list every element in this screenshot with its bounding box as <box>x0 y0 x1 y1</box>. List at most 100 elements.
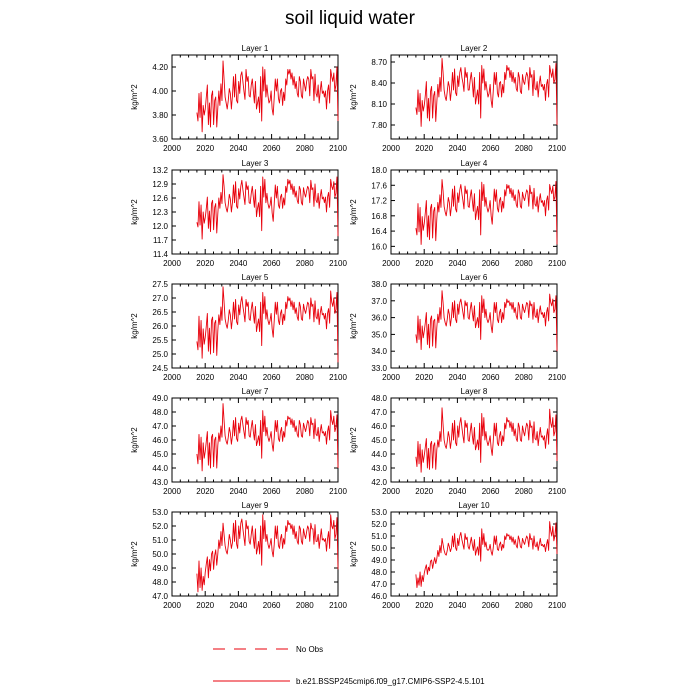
x-tick-label: 2100 <box>548 601 566 610</box>
y-tick-label: 47.0 <box>152 592 168 601</box>
y-tick-label: 51.0 <box>152 536 168 545</box>
y-tick-label: 3.60 <box>152 135 168 144</box>
x-tick-label: 2080 <box>515 601 533 610</box>
x-tick-label: 2080 <box>296 259 314 268</box>
y-tick-label: 46.0 <box>371 592 387 601</box>
y-axis-label: kg/m^2 <box>130 199 139 225</box>
x-tick-label: 2020 <box>415 601 433 610</box>
chart-panel-5: Layer 5 kg/m^2 24.5 25.0 25.5 26.0 26.5 27.0 27.… <box>130 273 347 382</box>
y-tick-label: 36.0 <box>371 314 387 323</box>
x-tick-label: 2040 <box>230 259 248 268</box>
x-tick-label: 2020 <box>196 144 214 153</box>
x-tick-label: 2080 <box>296 373 314 382</box>
panel-title: Layer 8 <box>461 387 488 396</box>
y-tick-label: 35.0 <box>371 330 387 339</box>
chart-panel-1: Layer 1 kg/m^2 3.60 3.80 4.00 4.20 2000 2020 204… <box>130 44 347 153</box>
x-tick-label: 2060 <box>263 487 281 496</box>
y-tick-label: 13.2 <box>152 166 168 175</box>
y-tick-label: 8.70 <box>371 58 387 67</box>
x-tick-label: 2100 <box>329 144 347 153</box>
y-tick-label: 53.0 <box>152 508 168 517</box>
y-tick-label: 8.40 <box>371 79 387 88</box>
y-tick-label: 12.6 <box>152 194 168 203</box>
y-tick-label: 48.0 <box>371 568 387 577</box>
y-tick-label: 27.0 <box>152 294 168 303</box>
y-tick-label: 11.4 <box>153 250 169 259</box>
y-tick-label: 50.0 <box>152 550 168 559</box>
y-tick-label: 37.0 <box>371 297 387 306</box>
x-tick-label: 2040 <box>449 487 467 496</box>
y-tick-label: 27.5 <box>152 280 168 289</box>
y-tick-label: 34.0 <box>371 347 387 356</box>
y-tick-label: 3.80 <box>152 111 168 120</box>
y-tick-label: 44.0 <box>152 464 168 473</box>
y-tick-label: 45.0 <box>152 450 168 459</box>
y-axis-label: kg/m^2 <box>349 84 358 110</box>
panel-title: Layer 4 <box>461 159 488 168</box>
series-line <box>415 58 558 127</box>
y-tick-label: 25.0 <box>152 350 168 359</box>
y-tick-label: 17.6 <box>371 181 387 190</box>
chart-panel-4: Layer 4 kg/m^2 16.0 16.4 16.8 17.2 17.6 18.0 200… <box>349 159 566 268</box>
series-line <box>415 407 558 473</box>
panel-title: Layer 7 <box>242 387 269 396</box>
y-axis-label: kg/m^2 <box>349 427 358 453</box>
series-line <box>196 174 339 240</box>
x-tick-label: 2080 <box>296 144 314 153</box>
x-tick-label: 2020 <box>196 259 214 268</box>
y-tick-label: 16.8 <box>371 212 387 221</box>
y-tick-label: 51.0 <box>371 532 387 541</box>
x-tick-label: 2000 <box>163 259 181 268</box>
y-tick-label: 12.9 <box>152 180 168 189</box>
y-tick-label: 8.10 <box>371 100 387 109</box>
x-tick-label: 2100 <box>548 373 566 382</box>
y-axis-label: kg/m^2 <box>130 313 139 339</box>
chart-panel-2: Layer 2 kg/m^2 7.80 8.10 8.40 8.70 2000 2020 204… <box>349 44 566 153</box>
x-tick-label: 2020 <box>415 373 433 382</box>
chart-panel-8: Layer 8 kg/m^2 42.0 43.0 44.0 45.0 46.0 47.0 48.… <box>349 387 566 496</box>
y-axis-label: kg/m^2 <box>130 427 139 453</box>
panel-title: Layer 5 <box>242 273 269 282</box>
x-tick-label: 2080 <box>296 601 314 610</box>
panel-title: Layer 10 <box>458 501 490 510</box>
series-line <box>196 514 339 593</box>
panel-title: Layer 6 <box>461 273 488 282</box>
x-tick-label: 2060 <box>482 373 500 382</box>
series-line <box>196 286 339 363</box>
x-tick-label: 2040 <box>230 601 248 610</box>
y-tick-label: 47.0 <box>371 408 387 417</box>
x-tick-label: 2100 <box>548 144 566 153</box>
y-tick-label: 49.0 <box>152 564 168 573</box>
x-tick-label: 2000 <box>382 144 400 153</box>
x-tick-label: 2020 <box>415 259 433 268</box>
x-tick-label: 2020 <box>415 487 433 496</box>
panel-title: Layer 9 <box>242 501 269 510</box>
x-tick-label: 2080 <box>515 373 533 382</box>
x-tick-label: 2000 <box>382 259 400 268</box>
legend-label-no-obs: No Obs <box>296 645 323 654</box>
x-tick-label: 2000 <box>163 487 181 496</box>
x-tick-label: 2080 <box>296 487 314 496</box>
x-tick-label: 2020 <box>415 144 433 153</box>
x-tick-label: 2080 <box>515 144 533 153</box>
x-tick-label: 2000 <box>163 144 181 153</box>
y-tick-label: 4.20 <box>152 63 168 72</box>
y-axis-label: kg/m^2 <box>349 313 358 339</box>
x-tick-label: 2000 <box>163 373 181 382</box>
y-tick-label: 4.00 <box>152 87 168 96</box>
y-tick-label: 47.0 <box>152 422 168 431</box>
x-tick-label: 2040 <box>230 144 248 153</box>
x-tick-label: 2040 <box>449 373 467 382</box>
y-tick-label: 44.0 <box>371 450 387 459</box>
y-tick-label: 48.0 <box>152 578 168 587</box>
x-tick-label: 2080 <box>515 259 533 268</box>
chart-panel-9: Layer 9 kg/m^2 47.0 48.0 49.0 50.0 51.0 52.0 53.… <box>130 501 347 610</box>
x-tick-label: 2060 <box>263 259 281 268</box>
y-tick-label: 48.0 <box>371 394 387 403</box>
y-tick-label: 18.0 <box>371 166 387 175</box>
y-axis-label: kg/m^2 <box>349 541 358 567</box>
series-line <box>196 403 339 472</box>
y-tick-label: 16.0 <box>371 242 387 251</box>
